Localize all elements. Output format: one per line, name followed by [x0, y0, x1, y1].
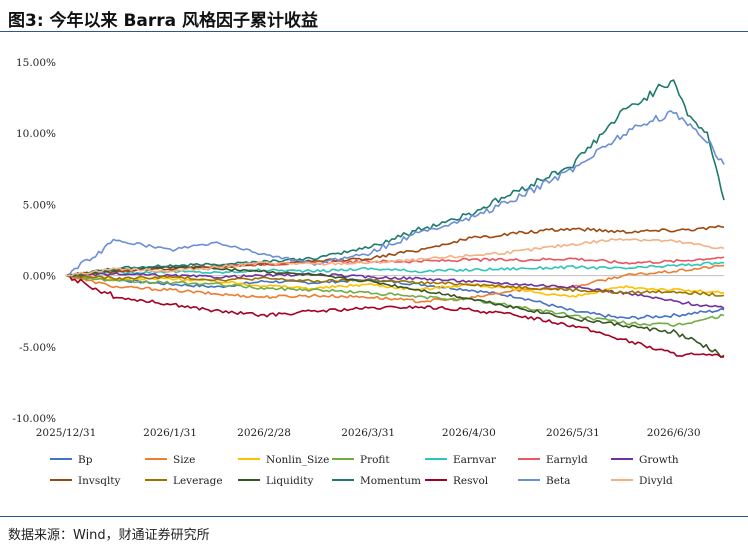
series-line-profit	[65, 274, 725, 328]
y-tick-label: -5.00%	[19, 342, 56, 354]
chart-legend: Bp Size Nonlin_Size Profit Earnvar Earnyld Gro…	[50, 454, 679, 487]
legend-label: Momentum	[360, 475, 421, 487]
y-tick-label: 5.00%	[23, 199, 56, 211]
legend-label: Leverage	[173, 475, 223, 487]
legend-label: Earnvar	[453, 454, 497, 466]
legend-label: Size	[173, 454, 195, 466]
legend-label: Resvol	[453, 475, 489, 487]
series-line-divyld	[65, 238, 725, 277]
legend-label: Liquidity	[266, 475, 313, 487]
series-line-nonlin-size	[65, 273, 725, 298]
top-rule	[0, 31, 748, 32]
legend-label: Earnyld	[546, 454, 588, 466]
series-line-bp	[65, 274, 725, 320]
source-note: 数据来源：Wind，财通证券研究所	[8, 528, 210, 543]
legend-label: Bp	[78, 454, 93, 466]
legend-label: Invsqlty	[78, 475, 121, 487]
series-line-momentum	[65, 79, 725, 277]
legend-label: Divyld	[639, 475, 673, 487]
series-line-beta	[65, 110, 725, 277]
series-line-resvol	[65, 273, 725, 358]
x-tick-label: 2026/3/31	[341, 427, 395, 439]
series-line-size	[65, 264, 725, 304]
series-line-earnvar	[65, 261, 725, 277]
legend-label: Growth	[639, 454, 679, 466]
chart-title: 图3: 今年以来 Barra 风格因子累计收益	[8, 11, 319, 31]
y-tick-label: 0.00%	[23, 271, 56, 283]
x-tick-label: 2026/6/30	[647, 427, 701, 439]
x-tick-label: 2026/1/31	[143, 427, 197, 439]
series-line-liquidity	[65, 265, 725, 358]
x-tick-label: 2026/4/30	[442, 427, 496, 439]
y-tick-label: 15.00%	[16, 57, 56, 69]
series-line-leverage	[65, 274, 725, 297]
legend-label: Nonlin_Size	[266, 454, 329, 466]
x-tick-label: 2025/12/31	[36, 427, 97, 439]
bottom-rule	[0, 516, 748, 517]
y-tick-label: -10.00%	[12, 413, 56, 425]
legend-label: Beta	[546, 475, 570, 487]
chart-axes: 15.00% 10.00% 5.00% 0.00% -5.00% -10.00% 2025/…	[12, 57, 724, 439]
legend-label: Profit	[360, 454, 390, 466]
line-chart: 15.00% 10.00% 5.00% 0.00% -5.00% -10.00% 2025/…	[12, 57, 725, 487]
y-tick-label: 10.00%	[16, 128, 56, 140]
x-tick-label: 2026/5/31	[546, 427, 600, 439]
chart-series	[65, 79, 725, 358]
x-tick-label: 2026/2/28	[237, 427, 291, 439]
